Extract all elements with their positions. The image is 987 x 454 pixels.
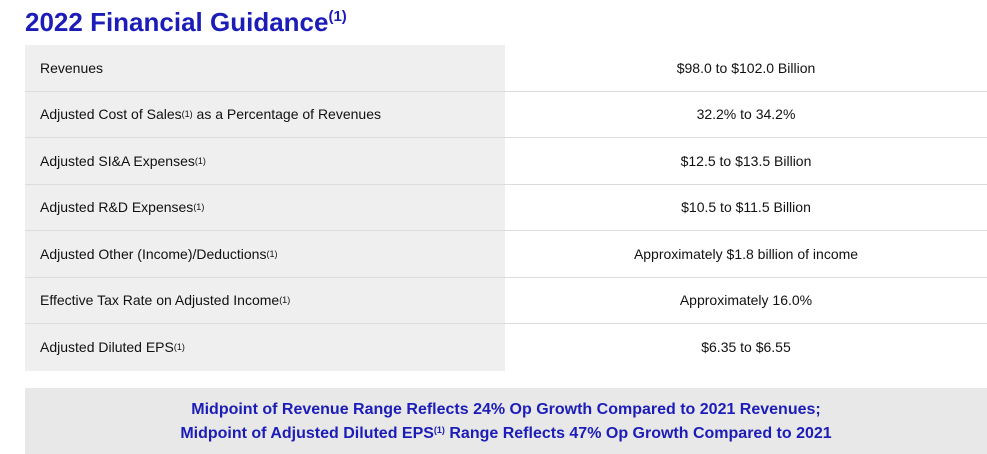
row-value: $10.5 to $11.5 Billion — [505, 185, 987, 231]
footnote-mark: (1) — [181, 109, 193, 120]
footer-text: Midpoint of Adjusted Diluted EPS — [180, 424, 434, 442]
guidance-table: Revenues $98.0 to $102.0 Billion Adjusted … — [25, 45, 987, 371]
row-label: Adjusted SI&A Expenses (1) — [25, 138, 505, 184]
row-label: Effective Tax Rate on Adjusted Income (1) — [25, 277, 505, 323]
footnote-mark: (1) — [266, 248, 278, 259]
footnote-mark: (1) — [328, 8, 347, 25]
table-row: Adjusted Diluted EPS (1) $6.35 to $6.55 — [25, 324, 987, 371]
label-text: as a Percentage of Revenues — [192, 106, 381, 123]
label-text: Revenues — [40, 59, 104, 76]
footer-line: Midpoint of Revenue Range Reflects 24% O… — [191, 399, 820, 420]
table-row: Revenues $98.0 to $102.0 Billion — [25, 45, 987, 92]
value-text: $6.35 to $6.55 — [701, 339, 791, 356]
footer-text: Range Reflects 47% Op Growth Compared to… — [444, 424, 832, 442]
footer-box: Midpoint of Revenue Range Reflects 24% O… — [25, 388, 987, 454]
label-text: Adjusted R&D Expenses — [40, 199, 194, 216]
label-text: Adjusted Other (Income)/Deductions — [40, 245, 267, 262]
value-text: $98.0 to $102.0 Billion — [676, 59, 816, 76]
row-label: Adjusted Cost of Sales (1) as a Percentag… — [25, 91, 505, 137]
table-row: Adjusted Cost of Sales (1) as a Percentag… — [25, 91, 987, 138]
label-text: Effective Tax Rate on Adjusted Income — [40, 292, 280, 309]
label-text: Adjusted SI&A Expenses — [40, 152, 195, 169]
table-row: Adjusted Other (Income)/Deductions (1) App… — [25, 231, 987, 278]
footer-line: Midpoint of Adjusted Diluted EPS(1) Rang… — [180, 420, 831, 444]
label-text: Adjusted Diluted EPS — [40, 339, 174, 356]
row-label: Adjusted R&D Expenses (1) — [25, 184, 505, 230]
title: 2022 Financial Guidance(1) — [25, 0, 347, 39]
table-row: Effective Tax Rate on Adjusted Income (1)… — [25, 277, 987, 324]
footnote-mark: (1) — [279, 295, 291, 306]
table-row: Adjusted R&D Expenses (1) $10.5 to $11.5 B… — [25, 184, 987, 231]
value-text: Approximately $1.8 billion of income — [633, 245, 859, 262]
row-value: $12.5 to $13.5 Billion — [505, 138, 987, 184]
footnote-mark: (1) — [173, 342, 185, 353]
footer-text: Midpoint of Revenue Range Reflects 24% O… — [191, 400, 821, 418]
title-text: 2022 Financial Guidance — [25, 7, 329, 37]
row-label: Adjusted Other (Income)/Deductions (1) — [25, 231, 505, 277]
value-text: Approximately 16.0% — [679, 292, 813, 309]
row-value: $98.0 to $102.0 Billion — [505, 45, 987, 91]
row-value: 32.2% to 34.2% — [505, 92, 987, 138]
row-value: Approximately $1.8 billion of income — [505, 231, 987, 277]
table-row: Adjusted SI&A Expenses (1) $12.5 to $13.5 … — [25, 138, 987, 185]
footnote-mark: (1) — [433, 424, 445, 435]
value-text: 32.2% to 34.2% — [696, 106, 796, 123]
label-text: Adjusted Cost of Sales — [40, 106, 182, 123]
footnote-mark: (1) — [194, 155, 206, 166]
row-value: $6.35 to $6.55 — [505, 324, 987, 371]
value-text: $10.5 to $11.5 Billion — [681, 199, 811, 216]
row-label: Adjusted Diluted EPS (1) — [25, 324, 505, 371]
value-text: $12.5 to $13.5 Billion — [680, 152, 812, 169]
row-value: Approximately 16.0% — [505, 278, 987, 324]
footnote-mark: (1) — [193, 202, 205, 213]
row-label: Revenues — [25, 45, 505, 91]
